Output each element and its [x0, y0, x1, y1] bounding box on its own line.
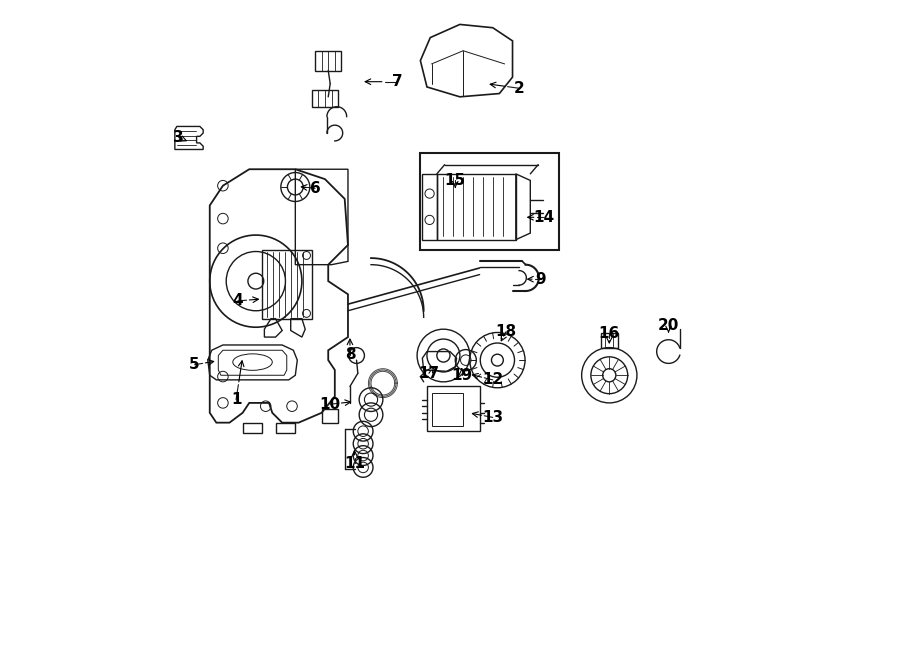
Bar — [427, 386, 480, 430]
Bar — [436, 174, 516, 240]
Text: 9: 9 — [536, 272, 546, 287]
Bar — [432, 393, 464, 426]
Text: 5: 5 — [189, 357, 200, 372]
Text: 11: 11 — [344, 456, 365, 471]
Text: 8: 8 — [345, 347, 356, 362]
Text: 13: 13 — [482, 410, 503, 425]
Text: 7: 7 — [392, 74, 402, 89]
Bar — [420, 153, 559, 251]
Text: 19: 19 — [451, 368, 472, 383]
Text: 12: 12 — [482, 372, 503, 387]
Text: 10: 10 — [320, 397, 341, 412]
Text: 4: 4 — [233, 293, 243, 309]
Bar — [601, 333, 617, 348]
Text: 20: 20 — [658, 318, 680, 332]
Text: 6: 6 — [310, 181, 320, 196]
Text: 16: 16 — [598, 326, 620, 340]
Text: 3: 3 — [174, 130, 184, 145]
Text: 2: 2 — [514, 81, 525, 96]
Text: 1: 1 — [230, 392, 241, 407]
Text: 18: 18 — [495, 325, 517, 339]
Text: 14: 14 — [533, 210, 554, 225]
Text: 17: 17 — [418, 366, 439, 381]
Bar — [263, 250, 311, 319]
Text: 15: 15 — [445, 173, 466, 188]
